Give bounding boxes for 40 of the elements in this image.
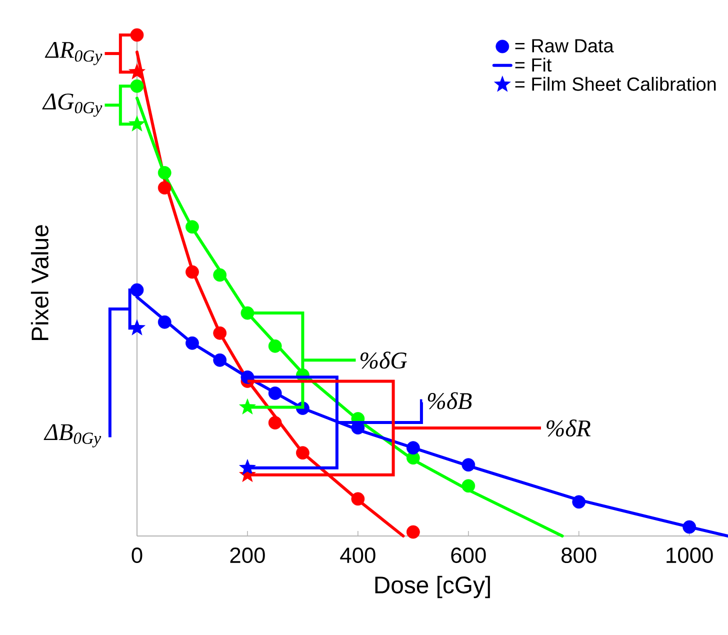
point [130, 28, 144, 42]
point [158, 166, 172, 180]
point [572, 495, 586, 509]
annotation: %δR [546, 420, 591, 437]
text: ΔR$_{0Gy}$ [44, 42, 102, 66]
x-tick-label: 0 [132, 548, 142, 564]
legend-label: = Film Sheet Calibration [515, 76, 716, 91]
point [186, 336, 199, 350]
point [213, 353, 227, 367]
annotation: %δB [428, 392, 472, 410]
annotation: %δG [360, 352, 407, 369]
x-tick-label: 800 [562, 548, 596, 564]
x-tick-label: 600 [451, 548, 486, 564]
point [268, 339, 282, 353]
x-tick-label: 400 [340, 548, 376, 564]
point [268, 416, 282, 430]
point [351, 492, 365, 506]
point [213, 268, 227, 282]
point [406, 441, 420, 455]
point [186, 265, 199, 279]
point [130, 79, 144, 93]
text: ΔB$_{0Gy}$ [44, 424, 102, 448]
legend-label: = Fit [515, 58, 552, 72]
y-axis-title: Pixel Value [30, 225, 48, 340]
point [406, 525, 420, 539]
point [682, 520, 696, 534]
legend-label: = Raw Data [515, 39, 614, 52]
x-axis-title: Dose [cGy] [375, 576, 490, 598]
x-tick-label: 1000 [666, 548, 713, 564]
x-tick-label: 200 [230, 548, 265, 564]
point [462, 458, 476, 472]
point [213, 326, 227, 340]
point [296, 446, 310, 460]
point [268, 386, 282, 400]
point [240, 306, 254, 320]
point [462, 479, 476, 493]
text: ΔG$_{0Gy}$ [42, 94, 102, 117]
point [158, 181, 172, 195]
point [186, 220, 199, 234]
point [158, 315, 172, 329]
